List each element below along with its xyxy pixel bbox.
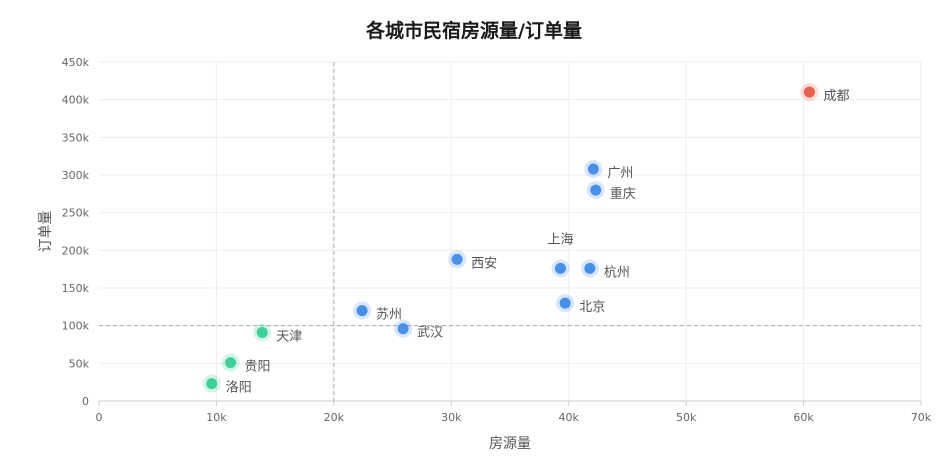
data-point [803, 86, 815, 98]
data-point [584, 262, 596, 274]
y-tick-label: 450k [62, 56, 90, 69]
data-point [356, 305, 368, 317]
x-tick-label: 0 [96, 411, 103, 424]
x-tick-label: 20k [324, 411, 345, 424]
data-point [451, 253, 463, 265]
data-point [590, 184, 602, 196]
x-tick-label: 10k [206, 411, 227, 424]
data-label: 杭州 [604, 265, 630, 280]
data-label: 天津 [276, 329, 302, 344]
data-label: 上海 [547, 232, 573, 247]
y-tick-label: 350k [62, 131, 90, 144]
data-point [554, 262, 566, 274]
data-label: 武汉 [417, 326, 443, 341]
x-tick-label: 40k [559, 411, 580, 424]
x-tick-label: 70k [911, 411, 932, 424]
y-tick-label: 200k [62, 244, 90, 257]
y-tick-label: 150k [62, 282, 90, 295]
x-axis-title: 房源量 [489, 436, 531, 452]
data-label: 广州 [607, 166, 633, 181]
x-tick-label: 30k [441, 411, 462, 424]
chart-title: 各城市民宿房源量/订单量 [366, 20, 582, 42]
data-point [206, 378, 218, 390]
x-tick-label: 60k [793, 411, 814, 424]
y-tick-label: 250k [62, 207, 90, 220]
data-label: 苏州 [376, 307, 402, 323]
y-tick-label: 300k [62, 169, 90, 182]
data-label: 重庆 [610, 186, 636, 202]
y-tick-label: 50k [69, 357, 90, 370]
data-label: 西安 [471, 256, 497, 271]
y-tick-label: 100k [62, 320, 90, 333]
data-label: 贵阳 [245, 360, 271, 375]
y-axis-title: 订单量 [38, 211, 54, 253]
data-label: 成都 [823, 89, 849, 104]
data-point [559, 297, 571, 309]
y-tick-label: 0 [82, 395, 89, 408]
data-label: 北京 [579, 300, 605, 315]
data-point [397, 323, 409, 335]
x-tick-label: 50k [676, 411, 697, 424]
data-point [225, 357, 237, 369]
data-point [587, 163, 599, 175]
data-point [256, 326, 268, 338]
y-tick-label: 400k [62, 94, 90, 107]
data-label: 洛阳 [226, 381, 252, 396]
